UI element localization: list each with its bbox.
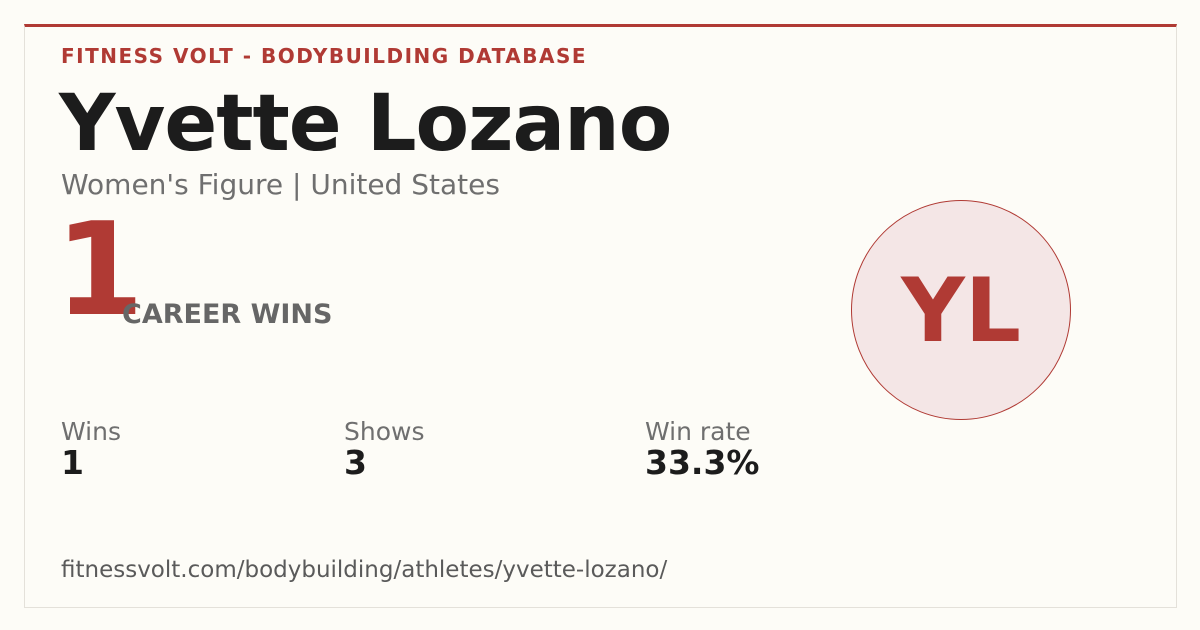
stat: Win rate 33.3%: [645, 417, 760, 479]
stat-value: 1: [61, 443, 84, 482]
stat: Shows 3: [344, 417, 424, 479]
url: fitnessvolt.com/bodybuilding/athletes/yv…: [61, 557, 668, 583]
athlete-name: Yvette Lozano: [59, 79, 672, 169]
stat-label: Shows: [344, 417, 425, 446]
avatar: YL: [851, 200, 1071, 420]
stat-label: Wins: [61, 417, 121, 446]
brand: FITNESS VOLT - BODYBUILDING DATABASE: [61, 44, 588, 68]
stat-value: 3: [344, 443, 367, 482]
hero-label: CAREER WINS: [122, 299, 333, 330]
card: FITNESS VOLT - BODYBUILDING DATABASE Yve…: [24, 24, 1177, 608]
stat-label: Win rate: [645, 417, 751, 446]
stat: Wins 1: [61, 417, 121, 479]
hero-number: 1: [55, 196, 144, 345]
subtitle: Women's Figure | United States: [61, 168, 500, 201]
stat-value: 33.3%: [645, 443, 760, 482]
